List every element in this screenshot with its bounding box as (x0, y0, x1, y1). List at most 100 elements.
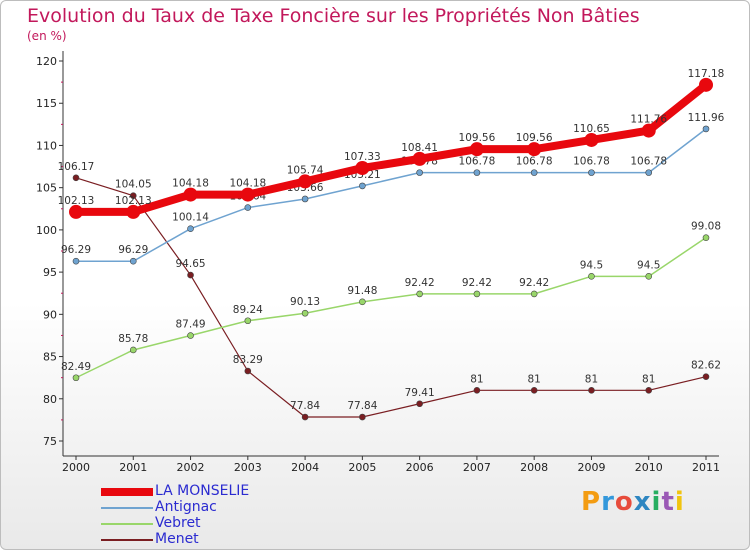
y-tick-label: 95 (43, 266, 57, 279)
data-label-antignac: 106.78 (516, 156, 553, 168)
data-point-antignac (645, 169, 653, 176)
data-point-vebret (588, 273, 595, 280)
data-label-antignac: 111.96 (688, 112, 725, 124)
data-point-menet (530, 387, 538, 394)
data-point-vebret (416, 290, 423, 298)
series-line-vebret (75, 236, 707, 379)
legend-swatch-la-monselie (101, 488, 153, 496)
data-point-la-monselie (298, 174, 313, 189)
series-line-la-monselie (72, 80, 710, 216)
data-label-menet: 77.84 (290, 400, 320, 412)
data-label-la-monselie: 110.65 (573, 123, 610, 135)
data-label-antignac: 106.78 (459, 156, 496, 168)
data-point-menet (645, 387, 653, 394)
y-tick-label: 100 (36, 224, 57, 237)
data-point-menet (473, 387, 481, 394)
data-label-vebret: 99.08 (691, 221, 721, 233)
data-point-vebret (129, 346, 137, 354)
data-label-antignac: 100.14 (172, 212, 209, 224)
logo-letter: x (633, 487, 652, 517)
data-label-la-monselie: 102.13 (115, 195, 152, 207)
data-point-antignac (473, 169, 481, 176)
x-tick-label: 2008 (520, 461, 548, 474)
data-point-antignac (588, 169, 595, 176)
data-label-vebret: 82.49 (61, 361, 91, 373)
data-point-vebret (72, 374, 80, 382)
data-point-vebret (244, 317, 252, 325)
data-label-menet: 106.17 (58, 161, 95, 173)
y-tick-label: 80 (43, 393, 57, 406)
x-tick-label: 2007 (463, 461, 491, 474)
logo-letter: P (581, 487, 602, 517)
data-point-vebret (530, 290, 538, 298)
data-point-antignac (702, 125, 710, 133)
data-label-vebret: 92.42 (519, 277, 549, 289)
data-point-vebret (359, 298, 366, 306)
data-point-la-monselie (641, 123, 656, 138)
data-label-menet: 79.41 (405, 387, 435, 399)
series-line-menet (75, 177, 707, 418)
data-label-vebret: 91.48 (347, 285, 377, 297)
data-point-la-monselie (183, 187, 198, 202)
data-point-antignac (129, 257, 137, 265)
data-point-vebret (301, 309, 309, 317)
data-point-la-monselie (584, 132, 599, 147)
chart-subtitle: (en %) (27, 29, 67, 43)
legend-item-antignac: Antignac (101, 499, 341, 517)
data-label-vebret: 94.5 (637, 259, 660, 271)
data-point-antignac (416, 169, 423, 176)
data-point-menet (588, 387, 595, 394)
data-label-menet: 81 (642, 373, 655, 385)
data-point-la-monselie (69, 204, 83, 219)
legend-label-vebret: Vebret (155, 515, 201, 531)
data-point-la-monselie (412, 151, 427, 166)
data-label-vebret: 85.78 (118, 333, 148, 345)
data-point-antignac (301, 195, 309, 203)
data-point-la-monselie (355, 160, 370, 175)
legend-label-antignac: Antignac (155, 499, 217, 515)
data-label-menet: 94.65 (176, 258, 206, 270)
data-point-antignac (72, 257, 80, 265)
data-point-la-monselie (469, 142, 484, 157)
x-tick-label: 2011 (692, 461, 720, 474)
x-tick-label: 2009 (577, 461, 605, 474)
y-tick-label: 120 (36, 55, 57, 68)
legend-label-la-monselie: LA MONSELIE (155, 483, 250, 499)
data-point-la-monselie (527, 142, 542, 157)
logo-letter: i (674, 487, 685, 517)
legend-swatch-menet (101, 539, 153, 541)
x-tick-label: 2006 (406, 461, 434, 474)
data-label-menet: 104.05 (115, 179, 152, 191)
data-label-menet: 81 (585, 373, 598, 385)
y-tick-label: 75 (43, 435, 57, 448)
y-tick-label: 105 (36, 182, 57, 195)
y-tick-label: 85 (43, 351, 57, 364)
legend-item-vebret: Vebret (101, 515, 341, 533)
logo-letter: i (651, 487, 662, 517)
data-point-menet (72, 174, 80, 182)
data-point-vebret (702, 234, 710, 241)
data-label-la-monselie: 111.76 (630, 114, 667, 126)
data-point-menet (187, 271, 194, 279)
data-point-menet (416, 400, 423, 408)
legend-label-menet: Menet (155, 531, 199, 547)
data-point-vebret (473, 290, 481, 298)
data-label-la-monselie: 117.18 (688, 68, 725, 80)
data-label-menet: 77.84 (347, 400, 377, 412)
y-tick-label: 110 (36, 139, 57, 152)
x-tick-label: 2003 (234, 461, 262, 474)
data-point-menet (129, 192, 137, 199)
data-point-antignac (359, 182, 366, 190)
chart-title: Evolution du Taux de Taxe Foncière sur l… (27, 5, 640, 27)
legend-swatch-antignac (101, 507, 153, 509)
data-label-antignac: 106.78 (630, 156, 667, 168)
data-point-la-monselie (699, 77, 713, 92)
data-label-la-monselie: 104.18 (229, 178, 266, 190)
data-point-antignac (244, 204, 252, 211)
legend: LA MONSELIE Antignac Vebret Menet (101, 483, 341, 549)
data-label-la-monselie: 108.41 (401, 142, 438, 154)
x-tick-label: 2001 (119, 461, 147, 474)
data-point-la-monselie (240, 187, 255, 202)
